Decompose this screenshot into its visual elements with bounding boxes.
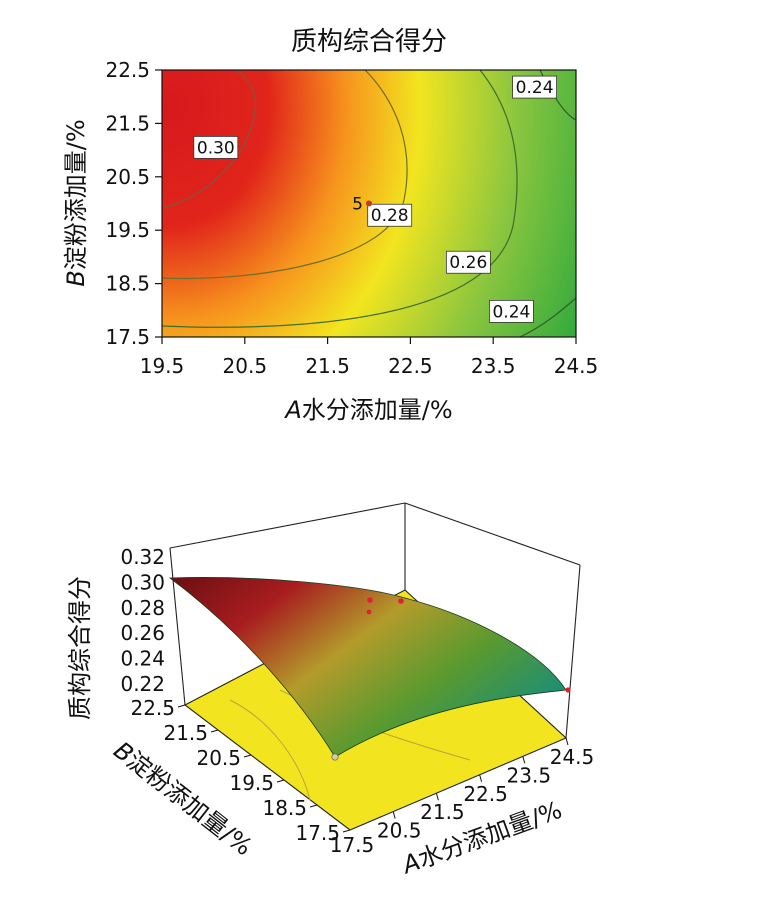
- a-tick-label: 20.5: [377, 819, 422, 843]
- x-tick-label: 19.5: [140, 354, 185, 378]
- b-axis-ticks: 22.521.520.519.518.517.5: [130, 696, 351, 845]
- contour-line-030: [162, 70, 257, 209]
- b-tick-label: 18.5: [262, 796, 307, 820]
- b-tick-mark: [243, 754, 252, 758]
- contour-label: 0.24: [516, 78, 554, 98]
- a-tick-mark: [479, 774, 483, 782]
- chart-title: 质构综合得分: [291, 27, 447, 57]
- y-tick-label: 20.5: [105, 165, 150, 189]
- center-point: 5: [352, 195, 372, 215]
- b-tick-label: 22.5: [130, 696, 175, 720]
- b-tick-label: 17.5: [295, 821, 340, 845]
- y-tick-label: 22.5: [105, 58, 150, 82]
- a-tick-label: 22.5: [463, 782, 508, 806]
- center-point-marker: [366, 200, 372, 207]
- b-tick-label: 21.5: [163, 721, 208, 745]
- y-tick-label: 17.5: [105, 325, 150, 349]
- design-point-center-1: [367, 597, 373, 603]
- contour-label: 0.24: [492, 302, 530, 322]
- surface-chart: 0.320.300.280.260.240.22 22.521.520.519.…: [66, 502, 595, 880]
- z-tick-label: 0.22: [120, 672, 165, 696]
- box-right-vertical: [565, 564, 581, 739]
- contour-label-box: [367, 203, 413, 227]
- a-axis-ticks: 17.520.521.522.523.524.5: [330, 737, 595, 857]
- design-point-edge: [565, 687, 571, 693]
- b-tick-label: 20.5: [196, 746, 241, 770]
- x-tick-label: 20.5: [223, 354, 268, 378]
- a-tick-mark: [565, 737, 569, 746]
- contour-line-026: [162, 70, 518, 328]
- b-tick-label: 19.5: [229, 771, 274, 795]
- x-tick-label: 22.5: [388, 354, 433, 378]
- x-axis-var: A: [283, 396, 301, 424]
- box-back-top-right: [404, 502, 581, 566]
- b-tick-mark: [309, 804, 318, 808]
- contour-label: 0.30: [197, 138, 235, 158]
- design-point-corner: [331, 753, 339, 761]
- contour-label-box: [512, 75, 557, 99]
- b-tick-mark: [177, 704, 186, 708]
- b-tick-mark: [210, 729, 219, 733]
- contour-label-box: [445, 250, 491, 274]
- a-tick-label: 23.5: [507, 763, 552, 787]
- y-axis-label: B淀粉添加量/%: [62, 119, 90, 286]
- contour-label: 0.28: [371, 206, 409, 226]
- design-point-center-2: [398, 598, 404, 604]
- plot-frame: [161, 69, 577, 338]
- z-axis-label: 质构综合得分: [66, 576, 94, 720]
- y-axis-ticks: 17.5 18.5 19.5 20.5 21.5 22.5: [105, 58, 162, 349]
- contour-label: 0.26: [449, 253, 487, 273]
- contour-line-024-bottom: [519, 297, 576, 337]
- contour-labels: 0.30 0.28 0.26 0.24 0.24: [193, 75, 557, 323]
- y-tick-label: 19.5: [105, 218, 150, 242]
- a-tick-label: 21.5: [420, 800, 465, 824]
- box-left-vertical: [169, 547, 186, 706]
- x-axis-label: A水分添加量/%: [283, 396, 452, 424]
- contour-chart: 质构综合得分 0.30 0.28 0.26 0.24 0.24 5 19.5 20.5 21…: [62, 27, 598, 424]
- x-axis-ticks: 19.5 20.5 21.5 22.5 23.5 24.5: [140, 337, 599, 378]
- z-tick-label: 0.26: [120, 621, 165, 645]
- contour-label-box: [489, 299, 534, 323]
- box-back-top-left: [169, 502, 406, 549]
- a-tick-mark: [522, 756, 526, 764]
- x-tick-label: 23.5: [471, 354, 516, 378]
- design-point-center-3: [366, 609, 372, 615]
- b-tick-mark: [342, 829, 351, 833]
- y-tick-label: 21.5: [105, 111, 150, 135]
- z-tick-label: 0.24: [120, 647, 165, 671]
- a-tick-label-start: 17.5: [330, 833, 375, 857]
- x-tick-label: 24.5: [554, 354, 599, 378]
- a-tick-mark: [392, 811, 396, 819]
- y-axis-text: 淀粉添加量/%: [62, 119, 90, 270]
- z-tick-label: 0.32: [120, 545, 165, 569]
- floor-contour-1: [229, 699, 311, 801]
- z-tick-label: 0.28: [120, 596, 165, 620]
- a-tick-label: 24.5: [550, 745, 595, 769]
- y-axis-var: B: [62, 270, 90, 286]
- x-axis-text: 水分添加量/%: [302, 396, 453, 424]
- contour-label-box: [193, 136, 239, 159]
- z-tick-label: 0.30: [120, 570, 165, 594]
- a-tick-mark: [435, 793, 439, 801]
- b-tick-mark: [276, 779, 285, 783]
- y-tick-label: 18.5: [105, 272, 150, 296]
- z-axis-ticks: 0.320.300.280.260.240.22: [120, 545, 165, 696]
- center-point-label: 5: [352, 195, 363, 215]
- x-tick-label: 21.5: [305, 354, 350, 378]
